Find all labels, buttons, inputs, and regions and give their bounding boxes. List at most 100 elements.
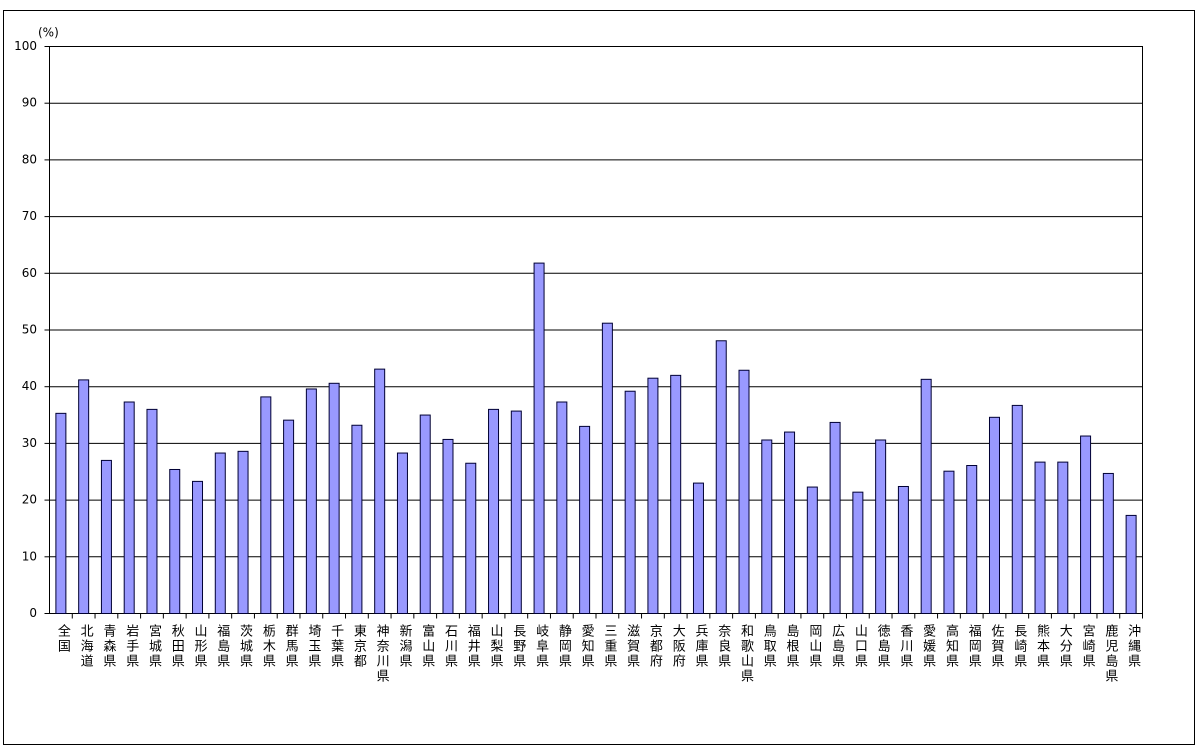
x-tick-label: 熊本県 [1034,624,1050,669]
x-tick-label: 鳥取県 [760,624,776,669]
x-tick-label: 奈良県 [715,624,731,669]
x-tick-label: 滋賀県 [624,624,640,669]
x-tick-label: 千葉県 [328,624,344,669]
bar [670,374,682,614]
bar [328,382,340,614]
bar [510,410,522,614]
x-tick-label: 宮崎県 [1079,624,1095,669]
x-tick-label: 鹿児島県 [1102,624,1118,684]
x-tick-label: 全国 [54,624,70,654]
bar [146,408,158,614]
x-tick-label: 新潟県 [396,624,412,669]
bar [1125,514,1137,614]
x-tick-label: 岐阜県 [533,624,549,669]
y-tick-label: 30 [22,436,37,450]
x-tick-label: 高知県 [942,624,958,669]
bar [784,431,796,614]
x-tick-label: 埼玉県 [305,624,321,669]
bar [875,439,887,614]
x-tick-label: 神奈川県 [373,624,389,684]
x-tick-label: 広島県 [829,624,845,669]
bar [601,322,613,614]
x-tick-label: 和歌山県 [738,624,753,684]
bar [488,408,500,614]
bar [100,459,112,614]
bar [1057,461,1069,614]
y-tick-label: 10 [22,549,37,563]
bar [237,450,249,615]
bar [533,262,545,614]
bar [556,401,568,614]
x-tick-label: 大分県 [1056,624,1072,669]
x-tick-label: 栃木県 [259,624,275,669]
bar [852,491,864,614]
bar [966,465,978,614]
x-tick-label: 山口県 [851,624,867,669]
x-tick-label: 岡山県 [806,624,822,669]
x-tick-label: 長崎県 [1011,624,1027,669]
x-tick-label: 群馬県 [282,624,298,669]
x-tick-label: 香川県 [897,624,913,669]
bar [624,390,636,614]
bar [897,485,909,615]
y-tick-label: 40 [22,379,37,393]
bar [647,377,659,614]
x-tick-label: 静岡県 [555,624,571,669]
x-tick-label: 沖縄県 [1125,624,1141,669]
bar [465,462,477,614]
bar [442,438,454,614]
x-tick-label: 三重県 [601,624,617,669]
x-tick-label: 京都府 [646,624,662,669]
x-tick-label: 福島県 [214,624,230,669]
y-tick-label: 70 [22,209,37,223]
bar [169,468,181,614]
bar [55,412,67,614]
x-tick-label: 佐賀県 [988,624,1004,669]
bar [351,424,363,615]
bar [305,388,317,614]
bar [920,378,932,615]
x-tick-label: 秋田県 [168,624,184,669]
x-tick-label: 大阪府 [669,624,685,669]
bar [1080,435,1092,614]
bar [943,470,955,615]
x-tick-label: 長野県 [510,624,526,669]
x-tick-label: 岩手県 [123,624,139,669]
x-tick-label: 愛知県 [578,624,594,669]
x-tick-label: 青森県 [100,624,116,669]
bar [374,368,386,614]
x-tick-label: 兵庫県 [692,624,708,669]
bar [806,486,818,614]
x-tick-label: 徳島県 [874,624,890,669]
y-tick-label: 100 [14,39,37,53]
bar [260,396,272,614]
bar [1034,461,1046,614]
chart-border [3,10,1195,745]
x-tick-label: 石川県 [441,624,457,669]
bar [214,452,226,614]
x-tick-label: 富山県 [419,624,435,669]
x-tick-label: 東京都 [350,624,366,669]
bar [738,369,750,614]
x-tick-label: 福井県 [464,624,480,669]
bar [715,340,727,614]
bar [396,452,408,614]
y-tick-label: 50 [22,323,37,337]
bar [419,414,431,614]
bar [283,419,295,615]
bar [123,401,135,614]
x-tick-label: 茨城県 [237,624,253,669]
y-unit: (%) [38,26,59,40]
x-tick-label: 福岡県 [965,624,981,669]
y-tick-label: 60 [22,266,37,280]
x-tick-label: 山梨県 [487,624,503,669]
bar [192,480,204,614]
x-tick-label: 北海道 [77,624,93,669]
y-tick-label: 80 [22,152,37,166]
x-tick-label: 山形県 [191,624,207,669]
bar [761,439,773,614]
y-tick-label: 90 [22,96,37,110]
y-tick-label: 0 [29,606,37,620]
